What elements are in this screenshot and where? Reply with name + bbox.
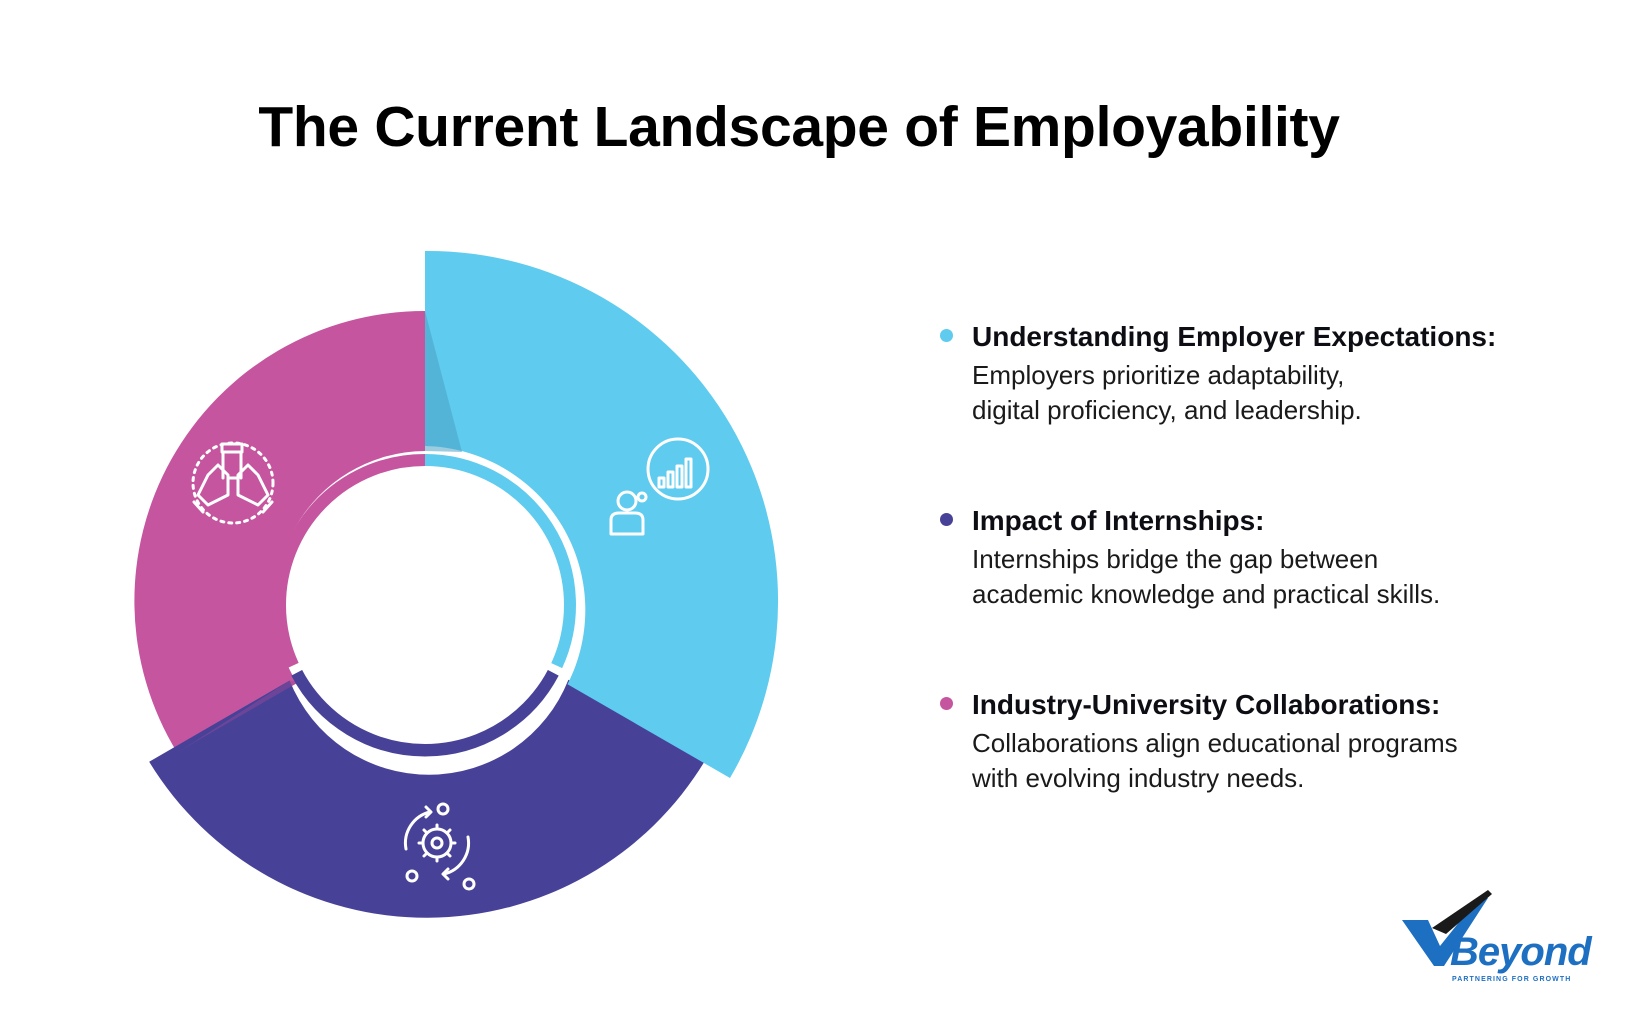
item-description-line: digital proficiency, and leadership. bbox=[972, 395, 1362, 425]
segment-overlap-shade bbox=[425, 311, 462, 452]
logo-swoosh-icon bbox=[1432, 890, 1492, 934]
list-item-employer-expectations: Understanding Employer Expectations: Emp… bbox=[940, 320, 1600, 428]
inner-ring-gap bbox=[294, 474, 556, 736]
list-item-industry-university: Industry-University Collaborations: Coll… bbox=[940, 688, 1600, 796]
inner-ring-indigo-arc bbox=[291, 669, 559, 757]
bullet-dot-indigo bbox=[940, 513, 953, 526]
key-points-list: Understanding Employer Expectations: Emp… bbox=[940, 320, 1600, 796]
inner-ring-gap bbox=[286, 466, 564, 744]
logo-wordmark: Beyond bbox=[1450, 930, 1592, 974]
inner-ring-cyan-arc bbox=[424, 454, 576, 669]
item-description-line: with evolving industry needs. bbox=[972, 763, 1305, 793]
inner-ring-magenta-arc bbox=[273, 453, 426, 669]
beyond-logo-mark bbox=[1402, 890, 1492, 966]
list-item-internships: Impact of Internships: Internships bridg… bbox=[940, 504, 1600, 612]
item-heading: Impact of Internships: bbox=[972, 505, 1265, 536]
page-title: The Current Landscape of Employability bbox=[258, 95, 1340, 159]
segment-industry-university bbox=[134, 310, 425, 753]
item-description-line: Collaborations align educational program… bbox=[972, 728, 1458, 758]
gear-cycle-icon bbox=[403, 802, 476, 891]
bullet-dot-magenta bbox=[940, 697, 953, 710]
item-description-line: Employers prioritize adaptability, bbox=[972, 360, 1345, 390]
segment-overlap-shade bbox=[177, 680, 300, 753]
item-description: Employers prioritize adaptability, digit… bbox=[972, 358, 1600, 428]
person-thought-chart-icon bbox=[609, 437, 710, 536]
item-description-line: Internships bridge the gap between bbox=[972, 544, 1379, 574]
item-description-line: academic knowledge and practical skills. bbox=[972, 579, 1441, 609]
item-description: Collaborations align educational program… bbox=[972, 726, 1600, 796]
item-heading: Industry-University Collaborations: bbox=[972, 689, 1441, 720]
item-heading: Understanding Employer Expectations: bbox=[972, 321, 1497, 352]
bullet-dot-cyan bbox=[940, 329, 953, 342]
hands-together-icon bbox=[191, 441, 275, 525]
logo-tagline: PARTNERING FOR GROWTH bbox=[1452, 976, 1572, 983]
segment-internships bbox=[149, 679, 706, 918]
segment-employer-expectations bbox=[425, 250, 779, 779]
item-description: Internships bridge the gap between acade… bbox=[972, 542, 1600, 612]
